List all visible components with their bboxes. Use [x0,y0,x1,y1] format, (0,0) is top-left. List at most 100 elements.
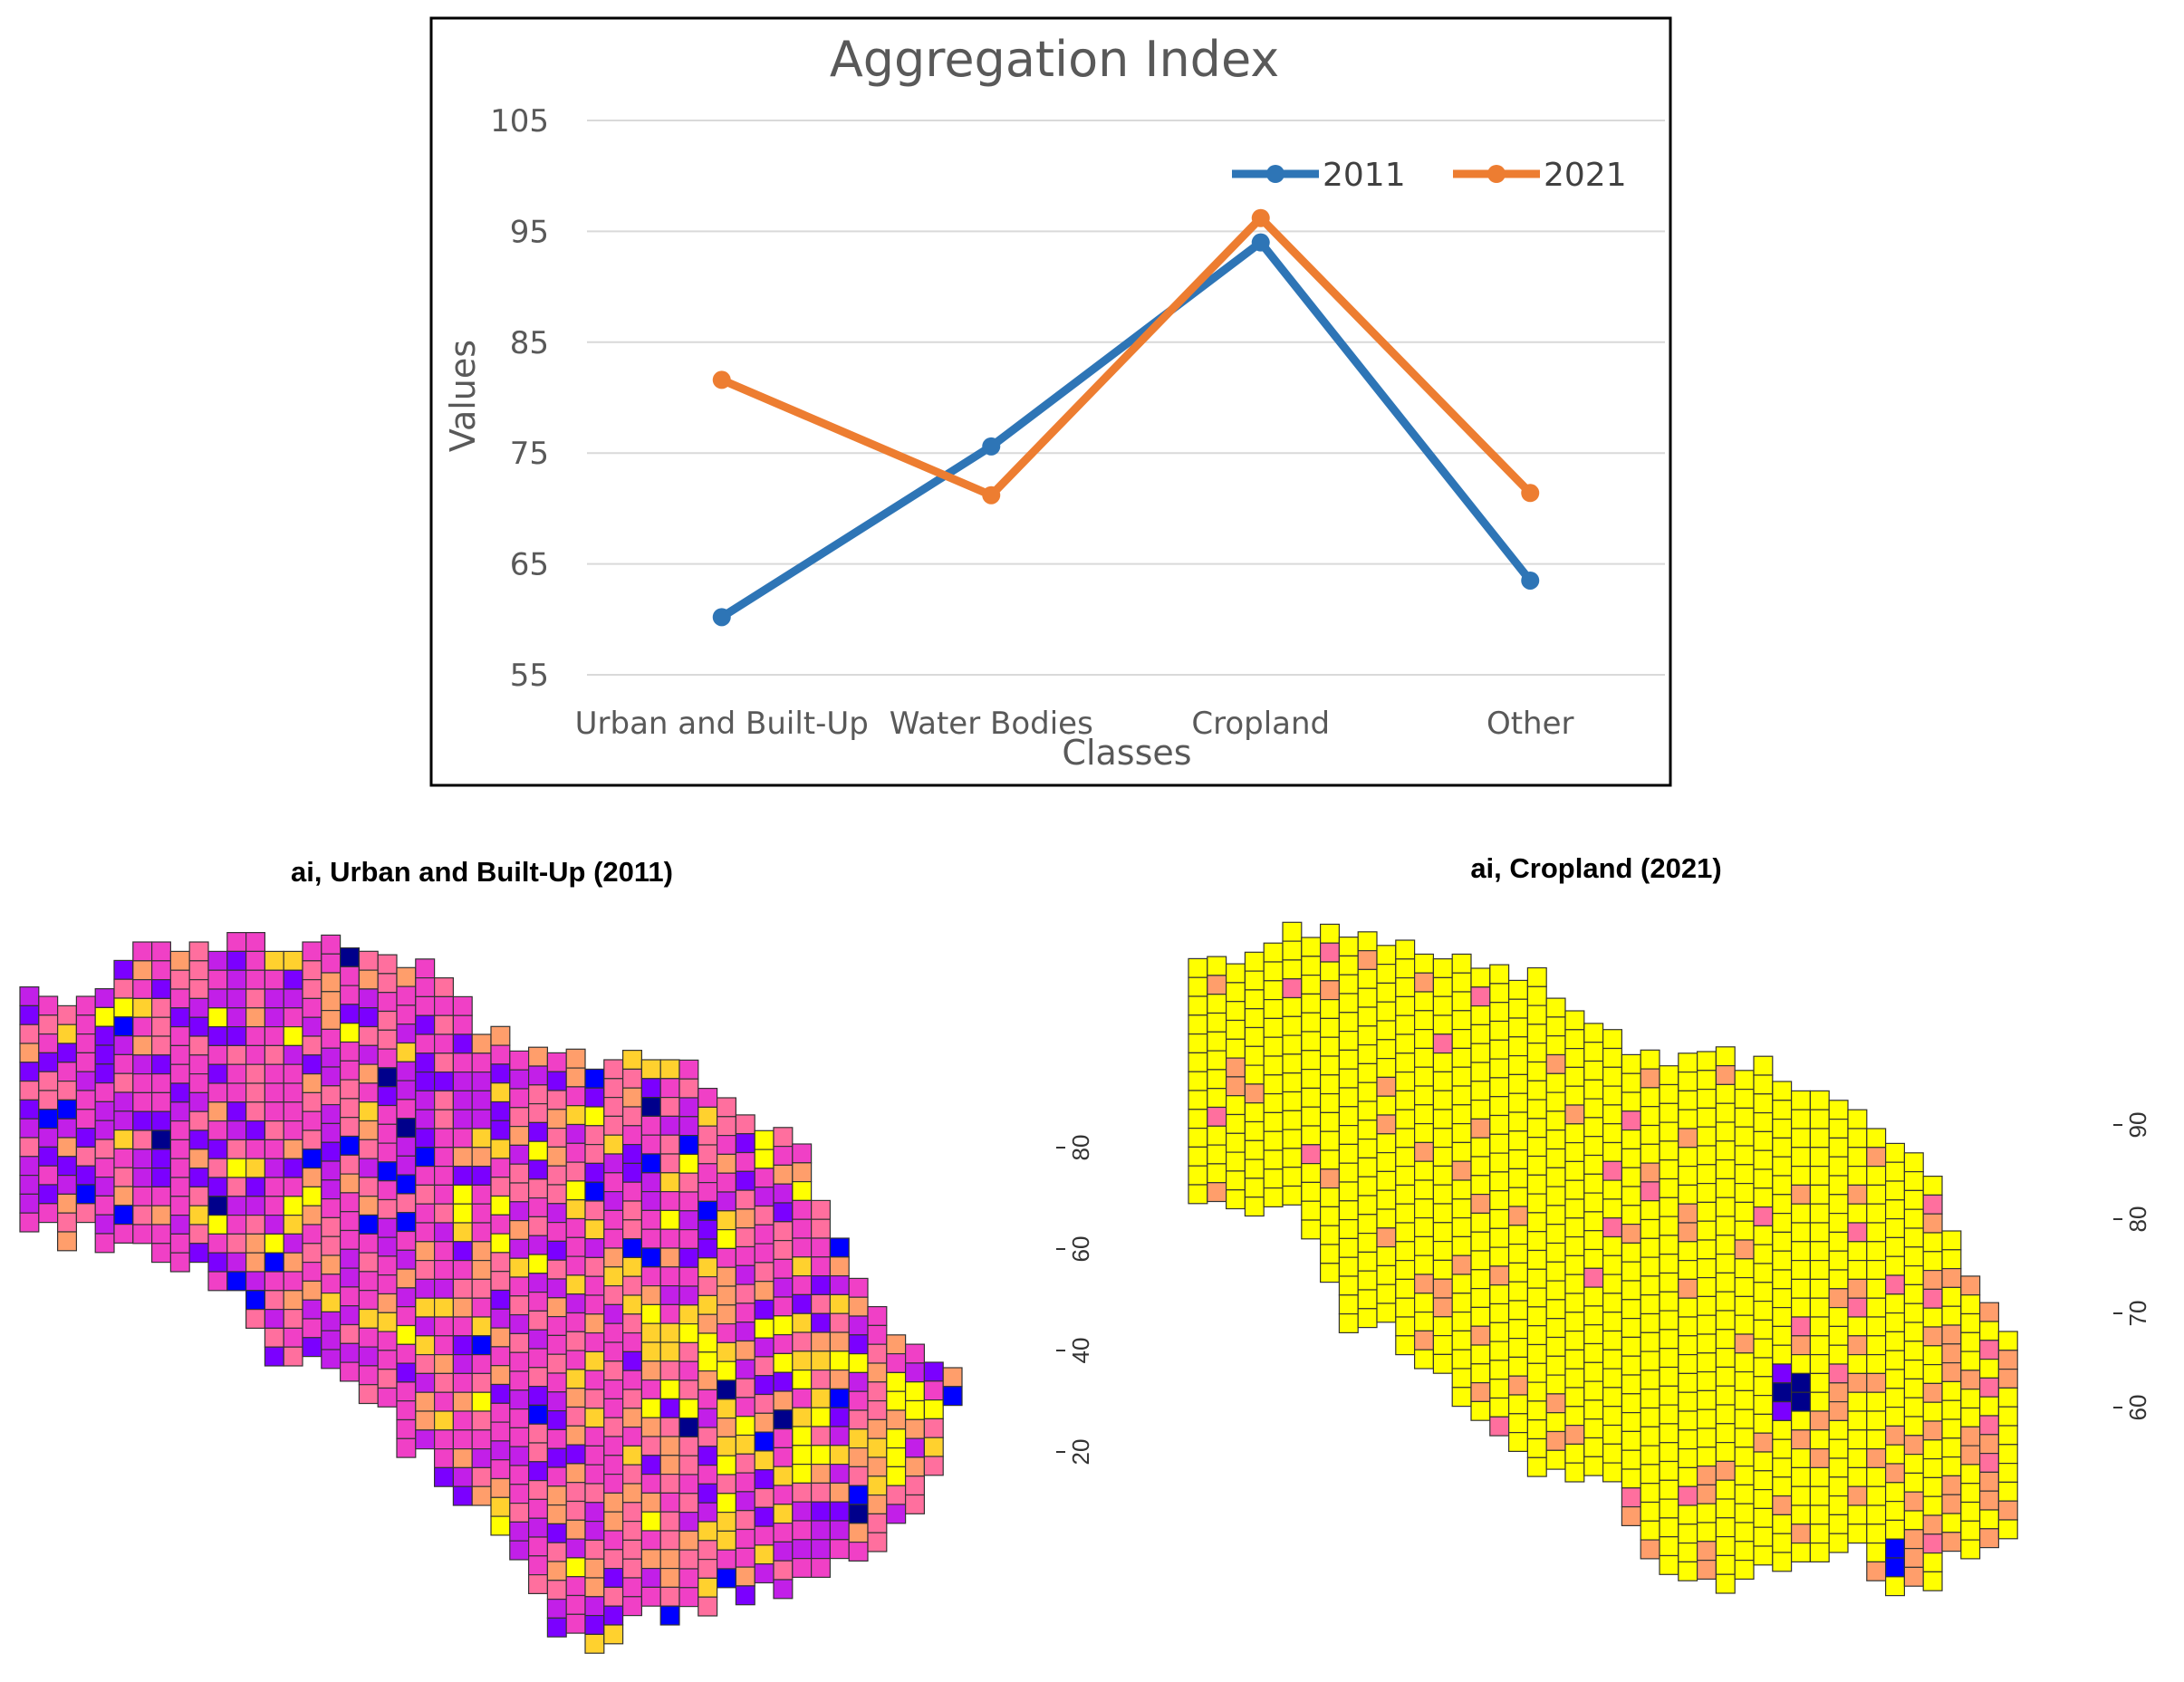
map-cell [1809,1504,1830,1525]
map-cell [490,1515,511,1536]
map-cell [640,1530,661,1551]
map-cell [264,969,284,990]
map-cell [1734,1201,1755,1222]
map-cell [565,1274,586,1295]
map-cell [1188,1184,1208,1205]
gridlines [587,120,1665,676]
map-cell [1602,1330,1622,1350]
map-cell [1696,1484,1717,1504]
map-cell [1903,1397,1924,1418]
map-cell [1753,1451,1774,1472]
map-cell [1997,1331,2018,1351]
map-cell [735,1566,755,1587]
map-cell [1301,1144,1322,1165]
map-cell [1715,1404,1736,1425]
map-cell [1866,1278,1887,1299]
map-cell [659,1398,680,1418]
map-cell [1772,1344,1793,1365]
map-cell [1395,1259,1416,1280]
map-cell [829,1274,850,1295]
map-cell [1922,1232,1943,1253]
map-cell [1282,959,1303,980]
map-cell [1564,1293,1585,1313]
map-cell [1678,1391,1698,1412]
map-cell [245,931,266,952]
map-cell [1507,1149,1528,1169]
map-cell [434,1278,455,1299]
map-cell [1470,1175,1491,1196]
map-cell [340,1004,361,1024]
map-cell [1263,1168,1284,1189]
map-cell [302,1280,322,1301]
map-cell [169,1044,190,1065]
map-cell [302,1261,322,1282]
map-cell [509,1313,530,1334]
map-cell [1640,1237,1660,1258]
map-cell [1583,1248,1604,1269]
map-cell [584,1483,605,1504]
map-cell [1640,1124,1660,1145]
map-cell [1678,1259,1698,1280]
map-cell [1734,1484,1755,1504]
map-cell [377,1312,398,1332]
map-cell [546,1485,567,1506]
map-cell [1282,1129,1303,1149]
map-cell [1640,1181,1660,1202]
map-cell [716,1266,736,1287]
map-cell [1507,1413,1528,1434]
map-cell [904,1399,925,1420]
map-cell [546,1391,567,1412]
map-cell [490,1421,511,1442]
map-cell [1489,1114,1510,1135]
map-cell [340,1098,361,1119]
map-cell [698,1446,718,1466]
map-cell [584,1087,605,1108]
map-cell [264,1290,284,1311]
map-cell [434,976,455,997]
map-cell [1885,1538,1906,1559]
map-cell [527,1461,548,1482]
map-cell [1526,1061,1547,1081]
x-tick-label: Water Bodies [890,706,1093,742]
map-cell [471,1410,492,1431]
map-cell [603,1284,624,1305]
map-cell [19,1156,40,1177]
map-cell [603,1209,624,1230]
map-cell [358,988,379,1009]
map-cell [471,1052,492,1073]
map-cell [1847,1353,1868,1374]
map-cell [1244,951,1265,972]
map-cell [603,1473,624,1494]
map-cell [471,1241,492,1262]
map-cell [396,1193,417,1214]
map-cell [1413,991,1434,1012]
map-cell [716,1417,736,1437]
map-cell [226,1044,247,1065]
map-cell [640,1303,661,1324]
map-cell [415,995,436,1016]
map-cell [1715,1216,1736,1236]
map-cell [584,1539,605,1560]
map-cell [1828,1514,1849,1534]
map-cell [1715,1385,1736,1406]
y-tick-label: 95 [510,214,549,250]
map-cell [1413,1198,1434,1219]
map-cell [923,1361,944,1382]
map-cell [1828,1476,1849,1497]
map-cell [1564,1104,1585,1125]
map-cell [867,1456,888,1477]
map-cell [754,1412,775,1433]
map-cell [810,1218,831,1239]
map-cell [1263,1055,1284,1076]
map-cell [1734,1088,1755,1109]
map-cell [188,1054,209,1075]
map-cell [113,1034,134,1055]
map-cell [75,1203,96,1224]
map-cell [377,1123,398,1144]
map-cell [1338,1087,1359,1108]
map-cell [1903,1416,1924,1437]
map-cell [1678,1466,1698,1487]
map-cell [490,1383,511,1404]
map-cell [1357,987,1378,1008]
